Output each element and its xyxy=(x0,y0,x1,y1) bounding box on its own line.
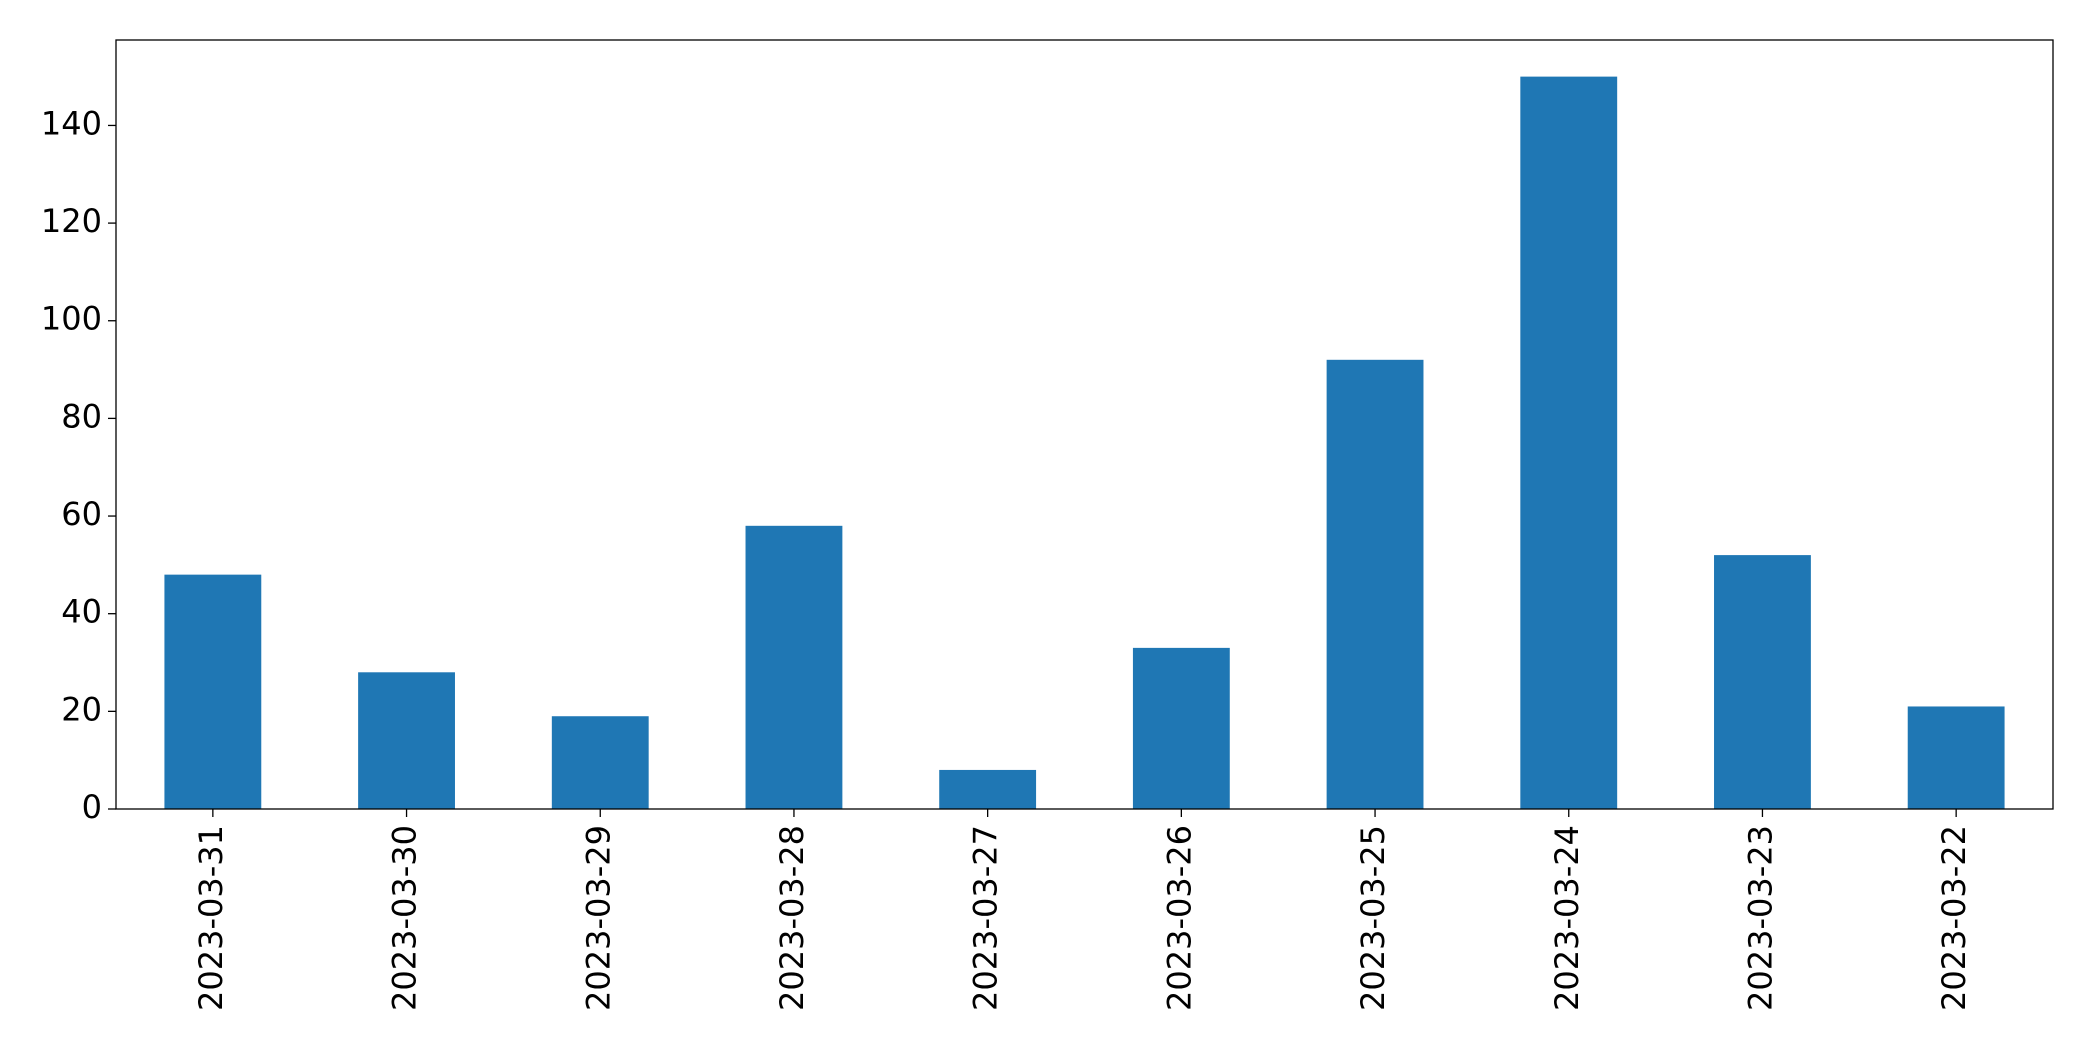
x-tick-label: 2023-03-28 xyxy=(773,825,811,1011)
y-tick-label: 60 xyxy=(61,495,102,533)
bar xyxy=(1326,359,1424,809)
y-tick-label: 140 xyxy=(41,104,102,142)
x-tick-label: 2023-03-27 xyxy=(967,825,1005,1011)
bar xyxy=(1132,647,1230,809)
y-tick-label: 80 xyxy=(61,397,102,435)
bar xyxy=(1714,555,1811,809)
bar xyxy=(164,574,262,809)
bar xyxy=(551,716,649,809)
x-tick-label: 2023-03-29 xyxy=(579,825,617,1011)
bar xyxy=(939,769,1037,809)
y-tick-label: 100 xyxy=(41,300,102,338)
bar xyxy=(358,672,455,809)
x-tick-label: 2023-03-23 xyxy=(1741,825,1779,1011)
x-tick-label: 2023-03-24 xyxy=(1548,825,1586,1011)
bar xyxy=(1520,76,1618,810)
x-tick-label: 2023-03-26 xyxy=(1160,825,1198,1011)
x-tick-label: 2023-03-31 xyxy=(192,825,230,1011)
x-tick-label: 2023-03-22 xyxy=(1935,825,1973,1011)
y-tick-label: 20 xyxy=(61,690,102,728)
plot-frame xyxy=(115,39,2054,810)
x-tick-label: 2023-03-25 xyxy=(1354,825,1392,1011)
y-tick-label: 0 xyxy=(82,788,102,826)
y-tick-label: 40 xyxy=(61,593,102,631)
bar xyxy=(745,525,843,809)
y-tick-label: 120 xyxy=(41,202,102,240)
bar xyxy=(1907,706,2005,809)
x-tick-label: 2023-03-30 xyxy=(386,825,424,1011)
